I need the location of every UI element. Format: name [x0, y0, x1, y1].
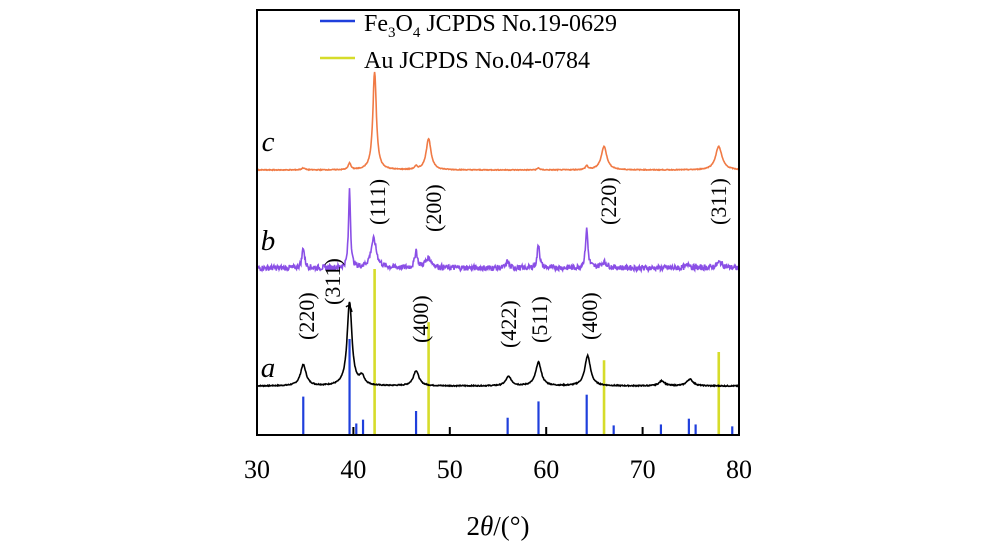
peak-annotation-b-3: (311) [706, 178, 731, 225]
peak-annotation-b-2: (220) [596, 177, 621, 225]
peak-annotation-a-2: (400) [408, 295, 433, 343]
plot-layer: abc(220)(311)(400) (422) (511) (400)(111) (2… [244, 9, 752, 484]
series-c-line [256, 71, 739, 172]
peak-annotation-a-3: (422) [496, 300, 521, 348]
x-tick-label-40: 40 [340, 455, 366, 484]
series-label-b: b [261, 225, 276, 257]
annotation-leader-311 [345, 305, 353, 313]
series-a-line [256, 301, 740, 388]
peak-annotation-b-1: (200) [421, 184, 446, 232]
series-label-a: a [261, 352, 276, 384]
x-tick-label-30: 30 [244, 455, 270, 484]
peak-annotation-a-5: (400) [577, 292, 602, 340]
legend: Fe3O4 JCPDS No.19-0629 Au JCPDS No.04-07… [320, 11, 617, 74]
x-tick-label-70: 70 [630, 455, 656, 484]
legend-label-au: Au JCPDS No.04-0784 [364, 48, 590, 74]
plot-frame [256, 9, 740, 436]
peak-annotation-a-4: (511) [527, 296, 552, 343]
x-tick-label-50: 50 [437, 455, 463, 484]
series-label-c: c [262, 126, 275, 158]
legend-label-fe3o4: Fe3O4 JCPDS No.19-0629 [364, 11, 617, 41]
peak-annotation-a-0: (220) [294, 292, 319, 340]
peak-annotation-a-1: (311) [320, 258, 345, 305]
peak-annotation-b-0: (111) [365, 179, 390, 225]
x-axis-label: 2θ/(°) [466, 511, 529, 541]
series-b-line [256, 188, 740, 274]
x-tick-label-60: 60 [533, 455, 559, 484]
x-tick-label-80: 80 [726, 455, 752, 484]
